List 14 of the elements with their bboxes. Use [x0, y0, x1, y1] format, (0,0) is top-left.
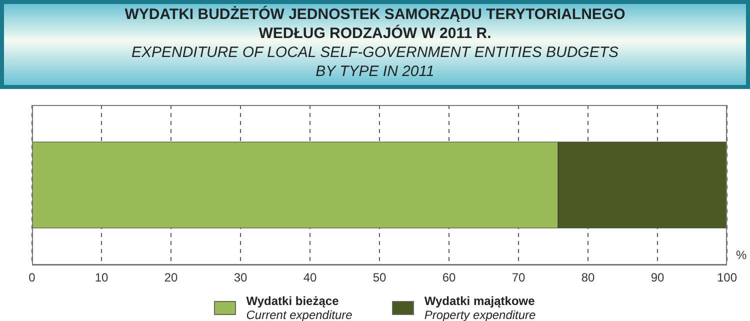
x-tick-label: 30 [234, 270, 248, 285]
x-tick-label: 40 [303, 270, 317, 285]
x-axis-title: % [736, 248, 747, 262]
x-tick-label: 50 [372, 270, 386, 285]
x-tick-label: 0 [28, 270, 36, 285]
x-tick-label: 20 [164, 270, 178, 285]
chart-subtitle: EXPENDITURE OF LOCAL SELF-GOVERNMENT ENTITIES BUDGETS BY TYPE IN 2011 [130, 43, 620, 81]
x-tick-label: 90 [650, 270, 664, 285]
x-tick-label: 100 [716, 270, 738, 285]
x-tick-label: 10 [94, 270, 108, 285]
x-tick-label: 80 [581, 270, 595, 285]
x-tick-label: 70 [512, 270, 526, 285]
chart-title: WYDATKI BUDŻETÓW JEDNOSTEK SAMORZĄDU TERYTORIALNEGO WEDŁUG RODZAJÓW W 2011 R. [124, 5, 626, 43]
x-tick-label: 60 [442, 270, 456, 285]
